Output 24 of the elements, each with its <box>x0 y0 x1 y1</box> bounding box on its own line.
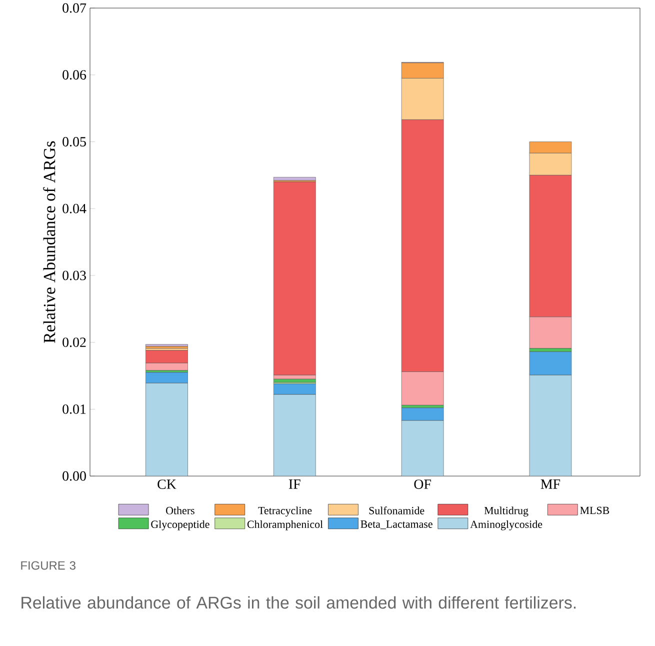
y-tick-label: 0.06 <box>62 70 86 80</box>
y-tick-label: 0.02 <box>62 338 86 348</box>
legend-label: Sulfonamide <box>369 506 424 514</box>
legend-label: Glycopeptide <box>151 520 210 530</box>
y-tick-label: 0.01 <box>62 404 86 414</box>
x-tick-label: MF <box>540 480 560 489</box>
y-tick-label: 0.00 <box>62 471 86 481</box>
x-tick-label: OF <box>414 480 431 489</box>
y-tick-label: 0.04 <box>62 204 86 214</box>
x-tick-label: IF <box>288 480 300 489</box>
y-tick-label: 0.05 <box>62 137 86 146</box>
x-tick-label: CK <box>158 480 176 489</box>
legend-label: MLSB <box>580 506 610 514</box>
caption: FIGURE 3 <box>21 561 76 570</box>
y-tick-label: 0.07 <box>62 3 86 13</box>
legend-label: Tetracycline <box>258 506 312 517</box>
text: Relative abundance of ARGs in the soil amended with different fertilizers. <box>22 596 576 609</box>
y-axis-title: Relative Abundance of ARGs <box>43 141 56 343</box>
legend-label: Multidrug <box>484 506 528 517</box>
legend-label: Beta_Lactamase <box>360 520 432 530</box>
y-tick-label: 0.03 <box>62 270 86 280</box>
legend-label: Aminoglycoside <box>470 520 542 530</box>
legend-label: Chloramphenicol <box>247 520 323 530</box>
legend-label: Others <box>166 506 194 514</box>
